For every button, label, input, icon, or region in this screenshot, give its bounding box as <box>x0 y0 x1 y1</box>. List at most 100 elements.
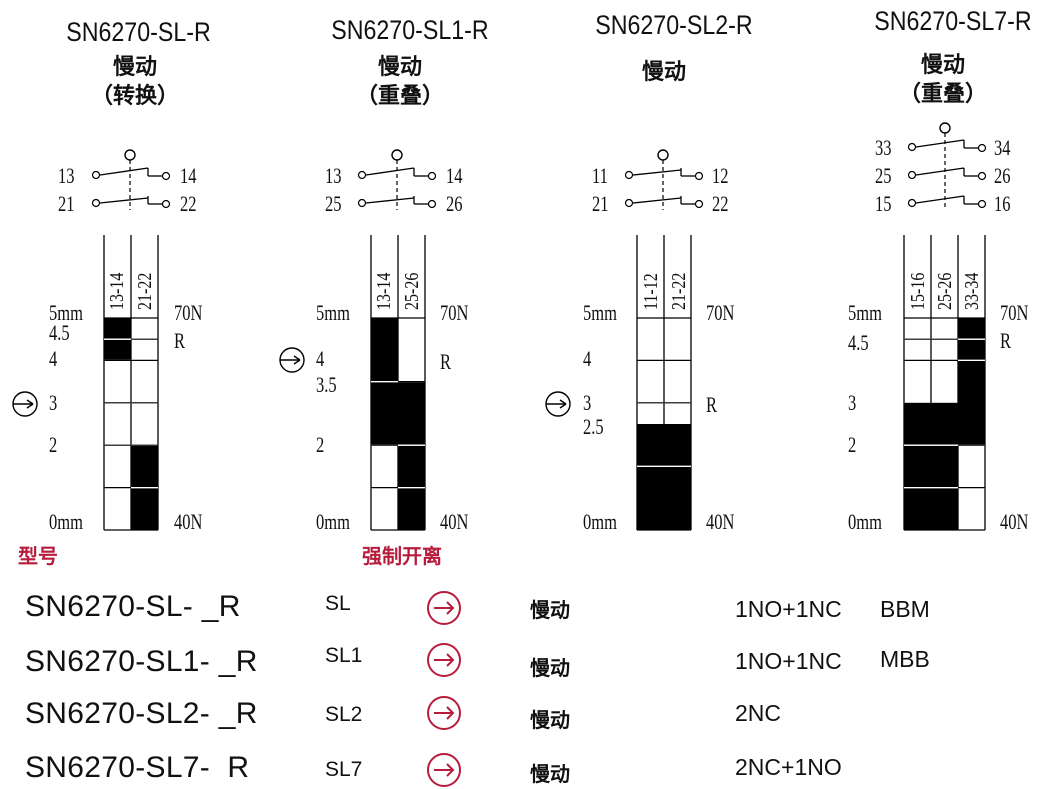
diagram-1-travel-label: 2 <box>49 432 58 457</box>
diagram-1-top-travel: 5mm <box>49 300 83 325</box>
table-row-model: SN6270-SL2- _R <box>25 697 258 730</box>
diagram-4-contact-left: 33 <box>875 135 892 160</box>
diagram-2-travel-label: 4 <box>316 346 325 371</box>
table-row-code: SL2 <box>325 703 363 726</box>
diagram-1-contact-right: 14 <box>180 163 197 188</box>
table-row-model: SN6270-SL1- _R <box>25 645 258 678</box>
diagram-3-top-force: 70N <box>706 300 735 325</box>
diagram-4-travel-label: 2 <box>848 432 857 457</box>
diagram-1-travel-label: 4 <box>49 346 58 371</box>
table-row-mode: 慢动 <box>530 598 570 622</box>
table-row-code: SL7 <box>325 758 363 781</box>
diagram-4-title: SN6270-SL7-R <box>874 6 1032 36</box>
diagram-1-travel-label: 3 <box>49 390 58 415</box>
diagram-1-title: SN6270-SL-R <box>66 17 211 47</box>
contact-closed-bar <box>637 424 664 530</box>
diagram-4-bottom-travel: 0mm <box>848 509 882 534</box>
diagram-1-bottom-force: 40N <box>174 509 203 534</box>
diagram-3-title: SN6270-SL2-R <box>595 10 753 40</box>
diagram-2-r-label: R <box>440 349 452 374</box>
table-row-code: SL1 <box>325 644 363 667</box>
table-row-code: SL <box>325 592 351 615</box>
table-row-contacts: 1NO+1NC <box>735 596 842 622</box>
diagram-4-note: （重叠） <box>898 82 987 107</box>
model-label: 型号 <box>18 544 58 568</box>
diagram-2-bottom-travel: 0mm <box>316 509 350 534</box>
diagram-1-top-force: 70N <box>174 300 203 325</box>
diagram-4-top-force: 70N <box>1000 300 1029 325</box>
diagram-2-title: SN6270-SL1-R <box>331 15 489 45</box>
diagram-2-top-force: 70N <box>440 300 469 325</box>
diagram-3-contact-right: 22 <box>712 191 729 216</box>
diagram-3-contact-left: 11 <box>592 163 608 188</box>
table-row-contacts: 1NO+1NC <box>735 648 842 674</box>
diagram-3-travel-label: 2.5 <box>583 414 604 439</box>
table-row-type: MBB <box>880 646 930 672</box>
diagram-4-contact-right: 16 <box>994 191 1011 216</box>
table-row-model: SN6270-SL- _R <box>25 590 241 623</box>
diagram-3-contact-left: 21 <box>592 191 609 216</box>
diagram-2-contact-right: 14 <box>446 163 463 188</box>
diagram-3-travel-label: 3 <box>583 390 592 415</box>
table-row-mode: 慢动 <box>530 656 570 680</box>
diagram-4-contact-left: 25 <box>875 163 892 188</box>
contact-closed-bar <box>664 424 691 530</box>
diagram-2-contact-right: 26 <box>446 191 463 216</box>
diagram-2-mode: 慢动 <box>377 55 422 80</box>
table-row-mode: 慢动 <box>530 708 570 732</box>
diagram-3-top-travel: 5mm <box>583 300 617 325</box>
diagram-3-mode: 慢动 <box>641 60 686 85</box>
diagram-1-contact-left: 21 <box>58 191 75 216</box>
diagram-4-travel-label: 3 <box>848 390 857 415</box>
diagram-3-travel-label: 4 <box>583 346 592 371</box>
diagram-2-bottom-force: 40N <box>440 509 469 534</box>
contact-closed-bar <box>931 402 958 530</box>
contact-closed-bar <box>398 381 425 530</box>
diagram-4-mode: 慢动 <box>920 53 965 78</box>
diagram-1-travel-label: 4.5 <box>49 320 70 345</box>
diagram-1-mode: 慢动 <box>112 55 157 80</box>
diagram-2-travel-label: 2 <box>316 432 325 457</box>
diagram-4-r-label: R <box>1000 328 1012 353</box>
diagram-3-bottom-force: 40N <box>706 509 735 534</box>
table-row-type: BBM <box>880 596 930 622</box>
diagram-1-r-label: R <box>174 328 186 353</box>
diagram-3-r-label: R <box>706 392 718 417</box>
diagram-4-contact-right: 26 <box>994 163 1011 188</box>
table-row-contacts: 2NC+1NO <box>735 754 842 780</box>
diagram-2-note: （重叠） <box>355 84 444 109</box>
diagram-2-contact-left: 25 <box>325 191 342 216</box>
diagram-1-bottom-travel: 0mm <box>49 509 83 534</box>
diagram-4-top-travel: 5mm <box>848 300 882 325</box>
table-row-mode: 慢动 <box>530 762 570 786</box>
contact-closed-bar <box>904 402 931 530</box>
diagram-4-travel-label: 4.5 <box>848 330 869 355</box>
diagram-2-travel-label: 3.5 <box>316 372 337 397</box>
diagram-4-bottom-force: 40N <box>1000 509 1029 534</box>
diagram-3-contact-right: 12 <box>712 163 729 188</box>
table-row-contacts: 2NC <box>735 700 782 726</box>
diagram-3-bottom-travel: 0mm <box>583 509 617 534</box>
diagram-2-contact-left: 13 <box>325 163 342 188</box>
table-row-model: SN6270-SL7- R <box>25 751 250 784</box>
forced-opening-label: 强制开离 <box>362 544 442 568</box>
diagram-4-contact-left: 15 <box>875 191 892 216</box>
diagram-1-contact-left: 13 <box>58 163 75 188</box>
diagram-2-top-travel: 5mm <box>316 300 350 325</box>
diagram-1-note: （转换） <box>90 84 179 109</box>
diagram-1-contact-right: 22 <box>180 191 197 216</box>
